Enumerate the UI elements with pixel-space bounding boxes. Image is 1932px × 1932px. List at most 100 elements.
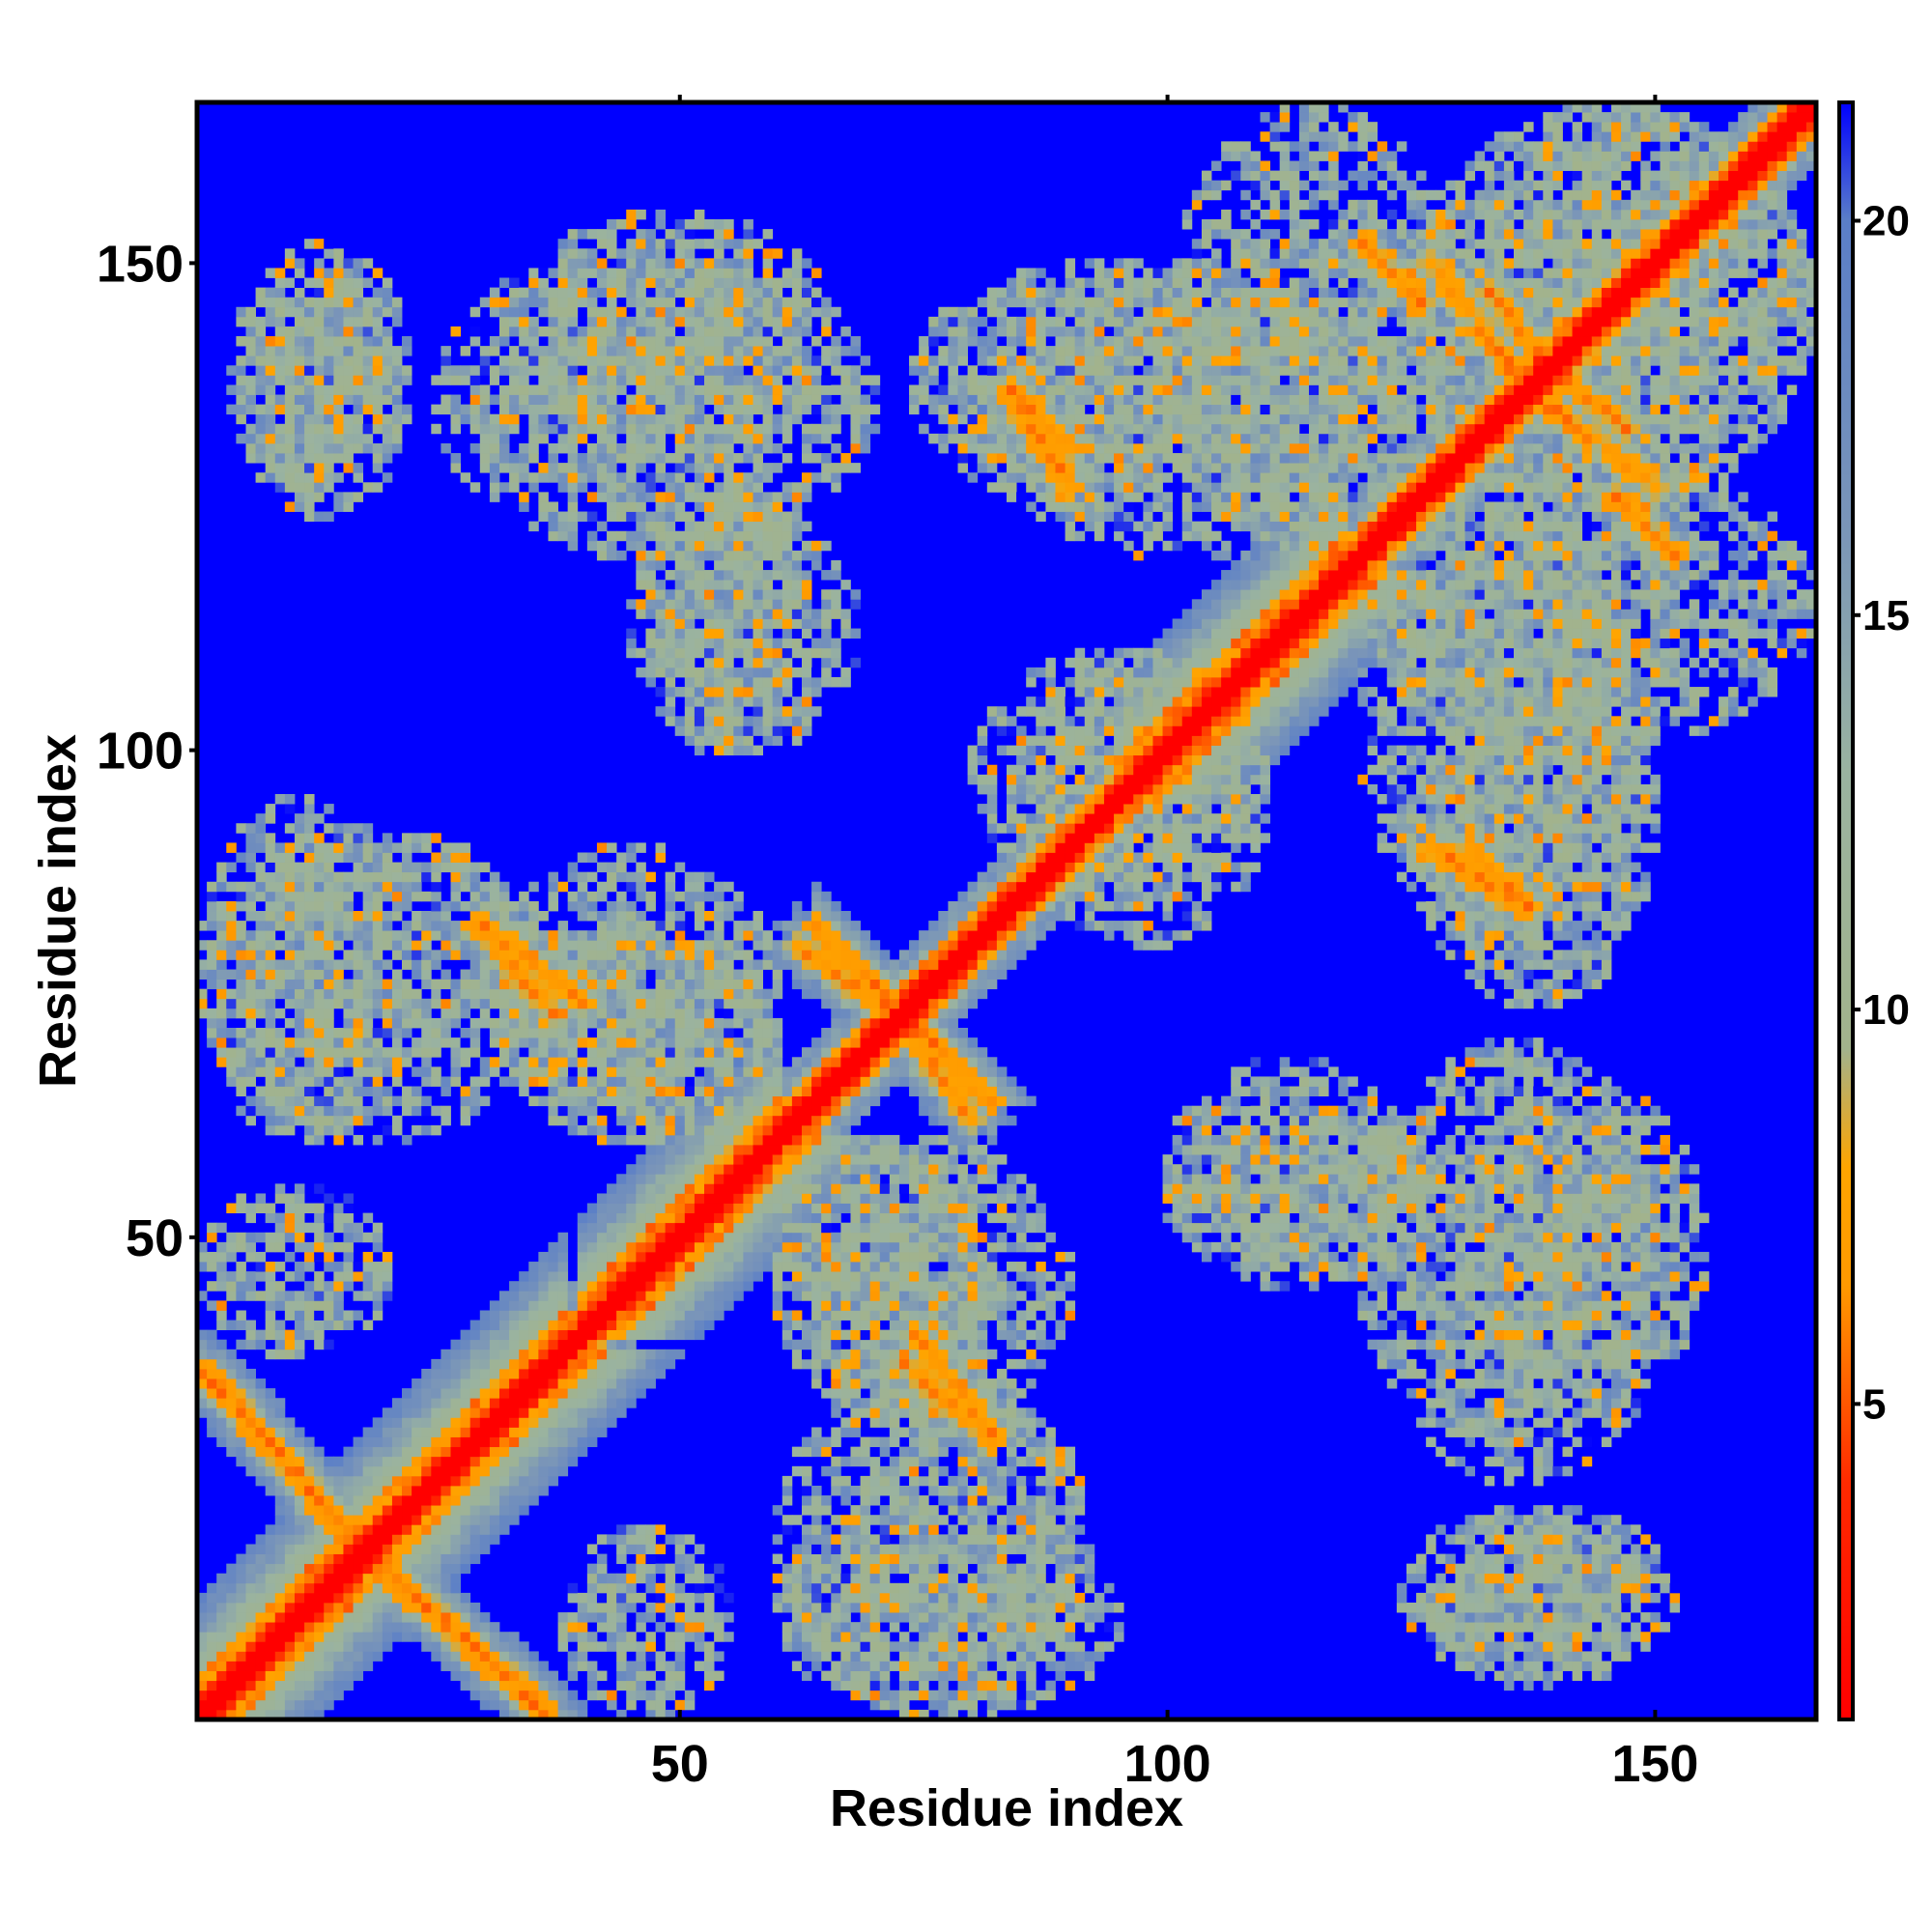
heatmap-cell bbox=[557, 530, 569, 542]
heatmap-cell bbox=[236, 365, 246, 376]
heatmap-cell bbox=[704, 950, 715, 960]
heatmap-cell bbox=[665, 1632, 676, 1642]
heatmap-cell bbox=[265, 1446, 276, 1458]
heatmap-cell bbox=[743, 258, 753, 269]
heatmap-cell bbox=[333, 1505, 344, 1516]
heatmap-cell bbox=[509, 384, 520, 395]
heatmap-cell bbox=[498, 1057, 510, 1067]
heatmap-cell bbox=[402, 1612, 412, 1623]
heatmap-cell bbox=[353, 1291, 364, 1301]
heatmap-cell bbox=[694, 988, 705, 1000]
heatmap-cell bbox=[607, 881, 617, 893]
heatmap-cell bbox=[596, 492, 608, 502]
heatmap-cell bbox=[567, 501, 579, 512]
heatmap-cell bbox=[626, 297, 637, 308]
heatmap-cell bbox=[207, 1680, 217, 1691]
heatmap-cell bbox=[655, 1076, 667, 1087]
heatmap-cell bbox=[226, 1251, 237, 1263]
heatmap-cell bbox=[353, 1232, 364, 1243]
heatmap-cell bbox=[304, 1222, 315, 1234]
heatmap-cell bbox=[538, 930, 549, 941]
heatmap-cell bbox=[509, 1446, 520, 1458]
heatmap-cell bbox=[362, 336, 374, 347]
heatmap-cell bbox=[509, 1670, 520, 1682]
heatmap-cell bbox=[255, 1193, 267, 1204]
heatmap-cell bbox=[694, 696, 705, 707]
heatmap-cell bbox=[762, 229, 774, 240]
heatmap-cell bbox=[694, 540, 705, 552]
heatmap-cell bbox=[528, 1485, 539, 1496]
heatmap-cell bbox=[714, 900, 724, 912]
heatmap-cell bbox=[353, 1573, 364, 1584]
heatmap-cell bbox=[655, 394, 667, 406]
heatmap-cell bbox=[382, 940, 393, 951]
heatmap-cell bbox=[333, 1134, 344, 1146]
heatmap-cell bbox=[372, 375, 384, 385]
heatmap-cell bbox=[753, 1241, 763, 1253]
heatmap-cell bbox=[714, 969, 724, 980]
heatmap-cell bbox=[236, 1203, 246, 1214]
heatmap-cell bbox=[607, 930, 617, 941]
heatmap-cell bbox=[733, 297, 744, 308]
heatmap-cell bbox=[577, 1310, 588, 1321]
heatmap-cell bbox=[607, 1241, 617, 1253]
heatmap-cell bbox=[636, 1212, 646, 1224]
heatmap-cell bbox=[645, 1145, 656, 1155]
heatmap-cell bbox=[362, 959, 374, 970]
heatmap-cell bbox=[586, 1105, 598, 1117]
heatmap-cell bbox=[304, 1047, 315, 1058]
heatmap-cell bbox=[362, 355, 374, 366]
heatmap-cell bbox=[655, 1690, 667, 1701]
heatmap-cell bbox=[538, 326, 549, 337]
heatmap-cell bbox=[324, 453, 334, 464]
heatmap-cell bbox=[245, 1651, 256, 1662]
heatmap-cell bbox=[694, 1028, 705, 1038]
heatmap-cell bbox=[498, 921, 510, 931]
heatmap-cell bbox=[226, 1709, 237, 1720]
heatmap-cell bbox=[314, 1076, 325, 1087]
heatmap-cell bbox=[655, 453, 667, 464]
heatmap-cell bbox=[391, 1095, 403, 1107]
heatmap-cell bbox=[733, 326, 744, 337]
heatmap-cell bbox=[684, 277, 696, 288]
heatmap-cell bbox=[440, 1612, 451, 1623]
heatmap-cell bbox=[743, 239, 753, 249]
heatmap-cell bbox=[607, 229, 617, 240]
heatmap-cell bbox=[498, 394, 510, 406]
heatmap-cell bbox=[567, 413, 579, 425]
heatmap-cell bbox=[548, 1398, 558, 1408]
heatmap-cell bbox=[596, 1203, 608, 1214]
heatmap-cell bbox=[265, 1602, 276, 1613]
heatmap-cell bbox=[402, 375, 412, 385]
heatmap-cell bbox=[762, 676, 774, 688]
heatmap-cell bbox=[226, 1563, 237, 1575]
heatmap-cell bbox=[538, 1028, 549, 1038]
heatmap-cell bbox=[645, 638, 656, 649]
heatmap-cell bbox=[674, 1057, 686, 1067]
heatmap-cell bbox=[762, 316, 774, 327]
heatmap-cell bbox=[498, 1661, 510, 1671]
heatmap-cell bbox=[333, 833, 344, 843]
heatmap-cell bbox=[665, 1291, 676, 1301]
heatmap-cell bbox=[382, 1427, 393, 1437]
heatmap-cell bbox=[314, 346, 325, 356]
heatmap-cell bbox=[733, 969, 744, 980]
heatmap-cell bbox=[324, 921, 334, 931]
heatmap-cell bbox=[236, 1690, 246, 1701]
heatmap-cell bbox=[626, 1602, 637, 1613]
heatmap-cell bbox=[450, 1378, 462, 1389]
heatmap-cell bbox=[274, 1076, 286, 1087]
heatmap-cell bbox=[469, 1339, 481, 1350]
heatmap-cell bbox=[557, 1262, 569, 1272]
heatmap-cell bbox=[607, 1047, 617, 1058]
heatmap-cell bbox=[586, 852, 598, 863]
heatmap-cell bbox=[391, 346, 403, 356]
heatmap-cell bbox=[724, 404, 734, 415]
heatmap-cell bbox=[489, 1456, 500, 1467]
heatmap-cell bbox=[314, 472, 325, 483]
heatmap-cell bbox=[655, 511, 667, 523]
heatmap-cell bbox=[724, 492, 734, 502]
heatmap-cell bbox=[519, 1076, 529, 1087]
heatmap-cell bbox=[421, 998, 432, 1009]
heatmap-cell bbox=[489, 297, 500, 308]
